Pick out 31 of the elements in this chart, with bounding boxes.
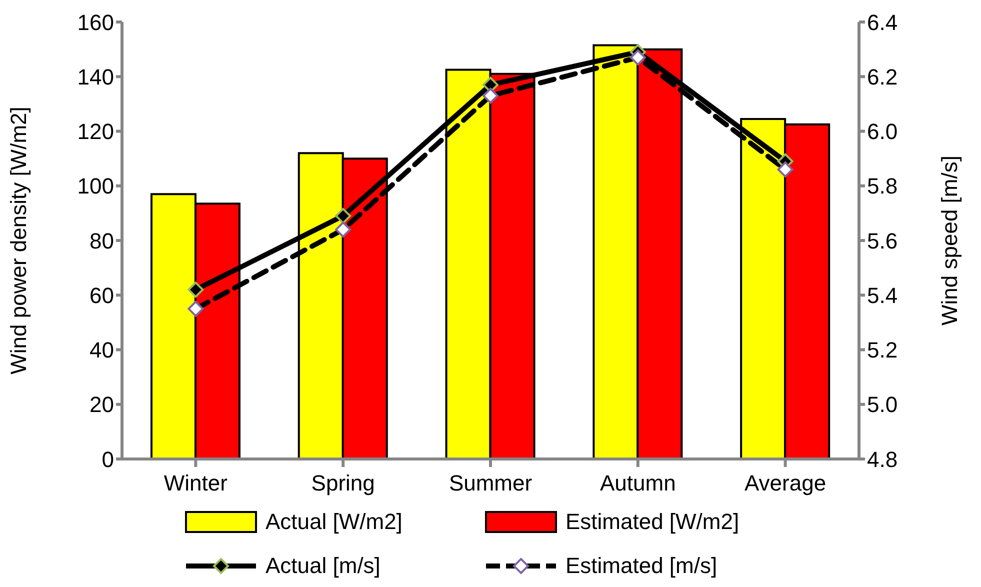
x-tick-label: Summer xyxy=(448,470,532,496)
y-tick-label: 40 xyxy=(90,338,114,363)
y2-tick-label: 6.2 xyxy=(867,64,898,90)
y-tick-label: 60 xyxy=(90,282,114,308)
y2-tick-label: 5.8 xyxy=(867,174,898,199)
y-tick-label: 100 xyxy=(77,174,114,199)
legend-label: Estimated [m/s] xyxy=(566,553,718,579)
y2-axis-title: Wind speed [m/s] xyxy=(936,156,962,326)
x-tick-label: Autumn xyxy=(600,470,676,496)
point xyxy=(335,208,352,224)
legend-label: Actual [W/m2] xyxy=(266,509,402,535)
legend-label: Actual [m/s] xyxy=(266,553,380,579)
y-tick-label: 80 xyxy=(90,228,114,254)
y2-tick-label: 5.4 xyxy=(867,282,898,308)
y-tick-label: 0 xyxy=(102,446,114,472)
y2-tick-label: 6.0 xyxy=(867,119,898,144)
x-tick-label: Winter xyxy=(164,470,228,496)
y2-tick-label: 4.8 xyxy=(867,446,898,472)
point xyxy=(188,282,204,298)
y-tick-label: 120 xyxy=(77,119,114,144)
y2-tick-label: 6.4 xyxy=(867,10,898,35)
y-tick-label: 160 xyxy=(77,10,114,35)
y2-tick-label: 5.2 xyxy=(867,338,898,363)
x-tick-label: Average xyxy=(744,470,826,496)
y-tick-label: 140 xyxy=(77,64,114,90)
y-tick-label: 20 xyxy=(90,392,114,418)
y-axis-title: Wind power density [W/m2] xyxy=(6,106,31,374)
y2-tick-label: 5.0 xyxy=(867,392,898,418)
x-tick-label: Spring xyxy=(311,470,375,496)
y2-tick-label: 5.6 xyxy=(867,228,898,254)
legend-label: Estimated [W/m2] xyxy=(566,509,740,535)
